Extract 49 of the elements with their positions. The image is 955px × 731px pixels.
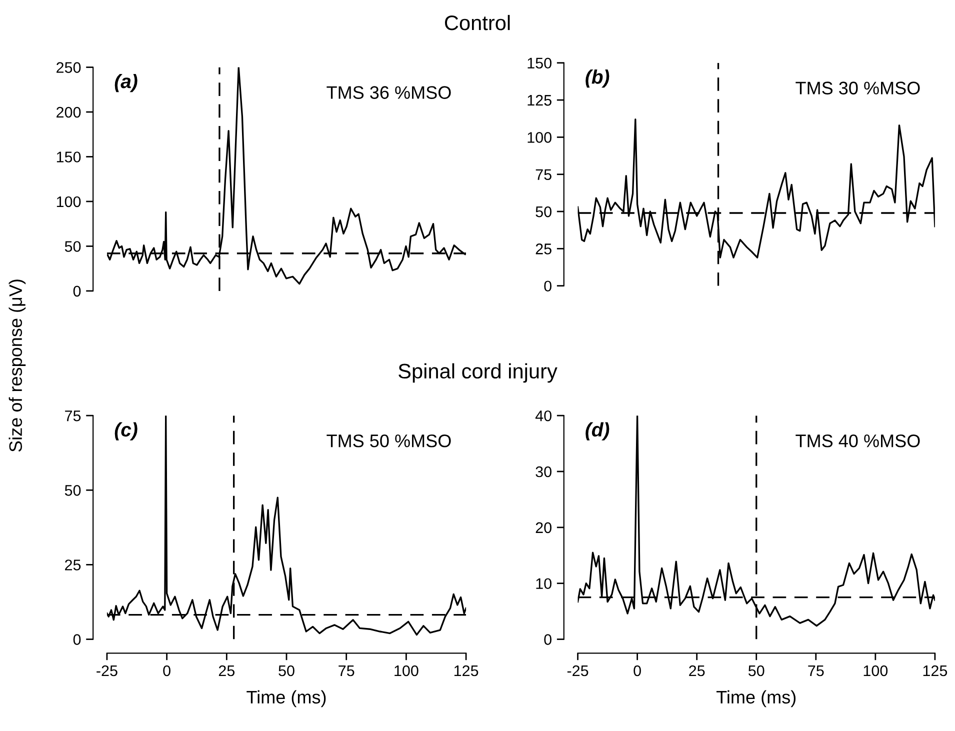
x-tick-label: 25: [689, 665, 705, 676]
chart-title: Control: [444, 14, 510, 30]
y-tick-label: 50: [536, 206, 552, 218]
y-axis-title: Size of response (μV): [8, 280, 26, 452]
x-tick-label: 100: [394, 665, 418, 676]
x-tick-label: 0: [634, 665, 641, 676]
x-tick-label: 125: [923, 665, 948, 676]
annotation: (b): [586, 70, 610, 88]
x-axis-title: Time (ms): [246, 690, 326, 708]
y-tick-label: 25: [536, 244, 552, 254]
x-tick-label: 50: [278, 665, 294, 676]
annotation: TMS 30 %MSO: [796, 82, 920, 94]
y-tick-label: 50: [64, 241, 81, 252]
annotation: (d): [586, 422, 610, 440]
x-tick-label: 25: [218, 665, 235, 676]
y-tick-label: 25: [65, 560, 81, 570]
annotation: (a): [114, 74, 138, 92]
y-tick-label: 75: [536, 169, 552, 180]
y-tick-label: 0: [73, 634, 81, 645]
y-tick-label: 0: [544, 634, 552, 645]
x-tick-label: 100: [864, 665, 888, 676]
annotation: TMS 36 %MSO: [326, 86, 451, 99]
y-tick-label: 30: [536, 466, 552, 478]
x-tick-label: -25: [567, 665, 588, 676]
y-tick-label: 0: [544, 280, 552, 292]
x-axis-title: Time (ms): [716, 690, 796, 708]
annotation: (c): [114, 422, 138, 440]
x-tick-label: 0: [163, 665, 170, 676]
x-tick-label: 125: [454, 665, 478, 676]
y-tick-label: 100: [56, 196, 81, 208]
y-tick-label: 200: [56, 106, 81, 118]
chart-title: Spinal cord injury: [398, 363, 558, 383]
x-tick-label: 75: [808, 666, 824, 676]
y-tick-label: 0: [73, 286, 81, 297]
annotation: TMS 40 %MSO: [796, 434, 920, 448]
y-tick-label: 100: [528, 132, 552, 143]
y-tick-label: 150: [528, 58, 552, 69]
y-tick-label: 20: [536, 522, 552, 534]
y-tick-label: 75: [65, 410, 81, 422]
y-tick-label: 250: [56, 62, 81, 73]
y-tick-label: 40: [535, 410, 552, 422]
x-tick-label: 75: [338, 666, 354, 676]
y-tick-label: 50: [64, 485, 81, 496]
y-tick-label: 10: [536, 578, 552, 590]
x-tick-label: 50: [748, 665, 764, 676]
x-tick-label: -25: [96, 665, 118, 676]
y-tick-label: 125: [528, 94, 552, 106]
y-tick-label: 150: [56, 152, 81, 162]
annotation: TMS 50 %MSO: [326, 434, 451, 448]
